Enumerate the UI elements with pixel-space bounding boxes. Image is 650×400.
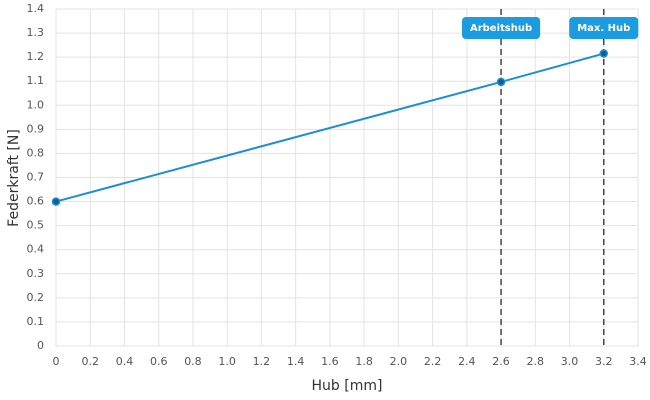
y-axis-title: Federkraft [N] <box>6 129 22 227</box>
data-point <box>599 49 609 58</box>
y-tick-label: 0.6 <box>27 195 45 208</box>
annotation-label: Arbeitshub <box>470 23 532 34</box>
x-tick-label: 1.4 <box>287 355 305 368</box>
x-tick-label: 1.0 <box>218 355 236 368</box>
x-tick-label: 2.6 <box>492 355 510 368</box>
x-tick-label: 0 <box>53 355 60 368</box>
x-tick-label: 2.8 <box>527 355 545 368</box>
y-tick-label: 1.1 <box>27 74 45 87</box>
x-tick-label: 2.0 <box>390 355 408 368</box>
y-tick-label: 1.3 <box>27 26 45 39</box>
y-tick-label: 0.9 <box>27 122 45 135</box>
x-tick-label: 2.2 <box>424 355 442 368</box>
y-tick-label: 1.0 <box>27 98 45 111</box>
x-tick-label: 0.8 <box>184 355 202 368</box>
x-tick-label: 0.2 <box>81 355 99 368</box>
annotation-box <box>461 17 541 39</box>
x-tick-label: 2.4 <box>458 355 476 368</box>
y-tick-label: 1.4 <box>27 2 45 15</box>
x-tick-label: 3.4 <box>629 355 647 368</box>
y-tick-label: 0.4 <box>27 243 45 256</box>
data-point <box>496 77 506 87</box>
y-tick-label: 1.2 <box>27 50 45 63</box>
annotation-box <box>569 17 639 39</box>
x-tick-label: 1.2 <box>253 355 271 368</box>
y-tick-label: 0.7 <box>27 171 45 184</box>
annotation: Max. Hub <box>569 17 639 39</box>
x-tick-label: 3.2 <box>595 355 613 368</box>
annotation-label: Max. Hub <box>577 23 630 34</box>
annotation: Arbeitshub <box>461 17 541 39</box>
y-tick-label: 0 <box>37 339 44 352</box>
x-tick-label: 0.6 <box>150 355 168 368</box>
y-tick-label: 0.5 <box>27 219 45 232</box>
y-tick-label: 0.2 <box>27 291 45 304</box>
x-tick-label: 1.8 <box>355 355 373 368</box>
x-tick-label: 3.0 <box>561 355 579 368</box>
x-axis-title: Hub [mm] <box>312 378 383 394</box>
y-tick-label: 0.3 <box>27 267 45 280</box>
x-tick-label: 1.6 <box>321 355 339 368</box>
y-tick-label: 0.8 <box>27 146 45 159</box>
x-tick-label: 0.4 <box>116 355 134 368</box>
data-point <box>51 197 61 206</box>
y-tick-label: 0.1 <box>27 315 45 328</box>
